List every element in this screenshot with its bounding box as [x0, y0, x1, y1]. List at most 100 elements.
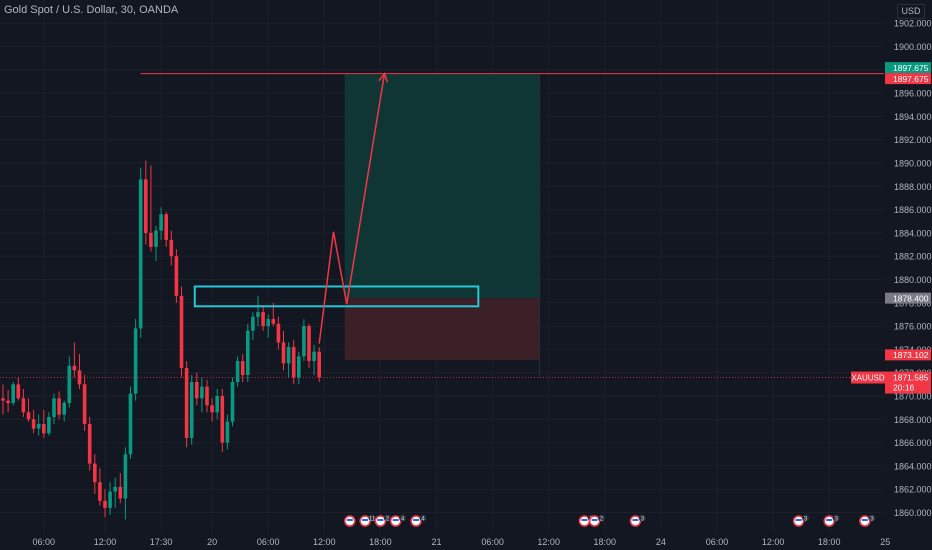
- candle-body: [47, 416, 51, 434]
- candle: [189, 375, 194, 445]
- time-tick-label: 12:00: [94, 537, 117, 547]
- time-axis-panel[interactable]: [0, 532, 884, 550]
- time-tick-label: 18:00: [818, 537, 841, 547]
- countdown-text: 20:16: [893, 383, 915, 393]
- event-marker[interactable]: [344, 515, 356, 527]
- stop-zone[interactable]: [344, 298, 540, 360]
- time-tick-label: 18:00: [594, 537, 617, 547]
- candle-body: [118, 486, 123, 499]
- event-marker[interactable]: 3: [629, 514, 646, 527]
- price-tick-label: 1886.000: [894, 205, 932, 215]
- projection-path[interactable]: [318, 73, 386, 344]
- event-marker[interactable]: 4: [389, 514, 407, 527]
- candle-body: [52, 398, 56, 417]
- flag-stripe: [377, 519, 384, 521]
- event-count-badge: [868, 514, 876, 522]
- target-price-label-lower: 1897.675: [885, 73, 931, 85]
- position-zones[interactable]: [344, 73, 541, 378]
- event-marker[interactable]: 3: [859, 514, 876, 527]
- event-marker[interactable]: 2: [588, 514, 606, 527]
- price-tick-label: 1866.000: [894, 438, 932, 448]
- candle-body: [67, 365, 72, 403]
- event-marker[interactable]: 3: [823, 514, 840, 527]
- candle-body: [113, 486, 117, 492]
- candle-body: [138, 179, 143, 329]
- price-tick-label: 1896.000: [894, 89, 932, 99]
- event-marker[interactable]: 11: [359, 514, 376, 527]
- candle-body: [200, 386, 204, 399]
- candle-body: [205, 386, 209, 406]
- event-count: 4: [401, 516, 405, 523]
- candle-body: [312, 351, 316, 362]
- price-tick-label: 1890.000: [894, 159, 932, 169]
- candle: [286, 342, 291, 378]
- event-marker[interactable]: 2: [374, 514, 391, 527]
- candle-body: [31, 419, 36, 429]
- candle: [67, 356, 72, 408]
- candle: [246, 323, 250, 383]
- drawings[interactable]: [0, 72, 884, 379]
- candle: [47, 412, 51, 436]
- entry-price-label: 1878.400: [885, 292, 931, 304]
- candle: [77, 354, 82, 390]
- price-tick-label: 1894.000: [894, 112, 932, 122]
- candle: [21, 389, 26, 417]
- candle: [16, 377, 21, 401]
- flag-stripe: [795, 519, 802, 521]
- price-axis[interactable]: 1902.0001900.0001898.0001896.0001894.000…: [884, 0, 932, 532]
- candle: [307, 323, 311, 369]
- price-text: 1897.675: [893, 63, 929, 73]
- candle-body: [271, 319, 276, 324]
- candle: [154, 225, 158, 261]
- event-marker[interactable]: 4: [410, 514, 427, 527]
- candle: [179, 286, 184, 378]
- candle: [281, 330, 286, 371]
- candle-body: [164, 214, 168, 240]
- supply-zone-rectangle[interactable]: [193, 285, 480, 308]
- candle-body: [36, 423, 41, 429]
- candle-body: [133, 328, 138, 394]
- candle-body: [302, 326, 306, 357]
- candle-body: [230, 382, 235, 422]
- time-tick-label: 12:00: [313, 537, 336, 547]
- price-axis-panel[interactable]: [884, 0, 932, 532]
- flag-stripe: [826, 519, 833, 521]
- candle-body: [16, 384, 21, 399]
- flag-stripe: [591, 519, 598, 521]
- candle: [215, 389, 219, 420]
- candle: [230, 377, 235, 427]
- candle: [11, 382, 15, 406]
- price-tag: [885, 73, 931, 85]
- candle-body: [149, 232, 153, 247]
- flag-stripe: [861, 519, 868, 521]
- candle-body: [93, 463, 97, 483]
- candle-body: [266, 319, 270, 327]
- candle: [297, 351, 301, 385]
- candle-body: [128, 393, 133, 455]
- event-count: 3: [804, 516, 808, 523]
- candle-body: [256, 312, 260, 317]
- flag-stripe: [346, 519, 353, 521]
- candle-body: [98, 482, 102, 501]
- price-text: 1897.675: [893, 74, 929, 84]
- event-count: 4: [421, 516, 425, 523]
- candle: [149, 165, 153, 252]
- candle: [240, 354, 245, 383]
- price-text: 1878.400: [893, 293, 929, 303]
- candle-body: [251, 316, 255, 331]
- price-text: 1873.102: [893, 350, 929, 360]
- economic-events[interactable]: 11244323333: [344, 514, 876, 527]
- candle: [312, 344, 316, 376]
- currency-label[interactable]: USD: [897, 4, 925, 19]
- time-axis[interactable]: 06:00 12:00 17:30 20 06:00 12:00 18:00 21 06:00 1…: [0, 532, 890, 550]
- candle: [164, 211, 168, 247]
- candle: [118, 472, 123, 504]
- candle: [82, 375, 87, 431]
- target-zone[interactable]: [344, 73, 540, 299]
- symbol-title[interactable]: Gold Spot / U.S. Dollar, 30, OANDA: [4, 4, 179, 16]
- price-tick-label: 1862.000: [894, 485, 932, 495]
- time-tick-label: 21: [431, 537, 441, 547]
- event-marker[interactable]: 3: [792, 514, 810, 527]
